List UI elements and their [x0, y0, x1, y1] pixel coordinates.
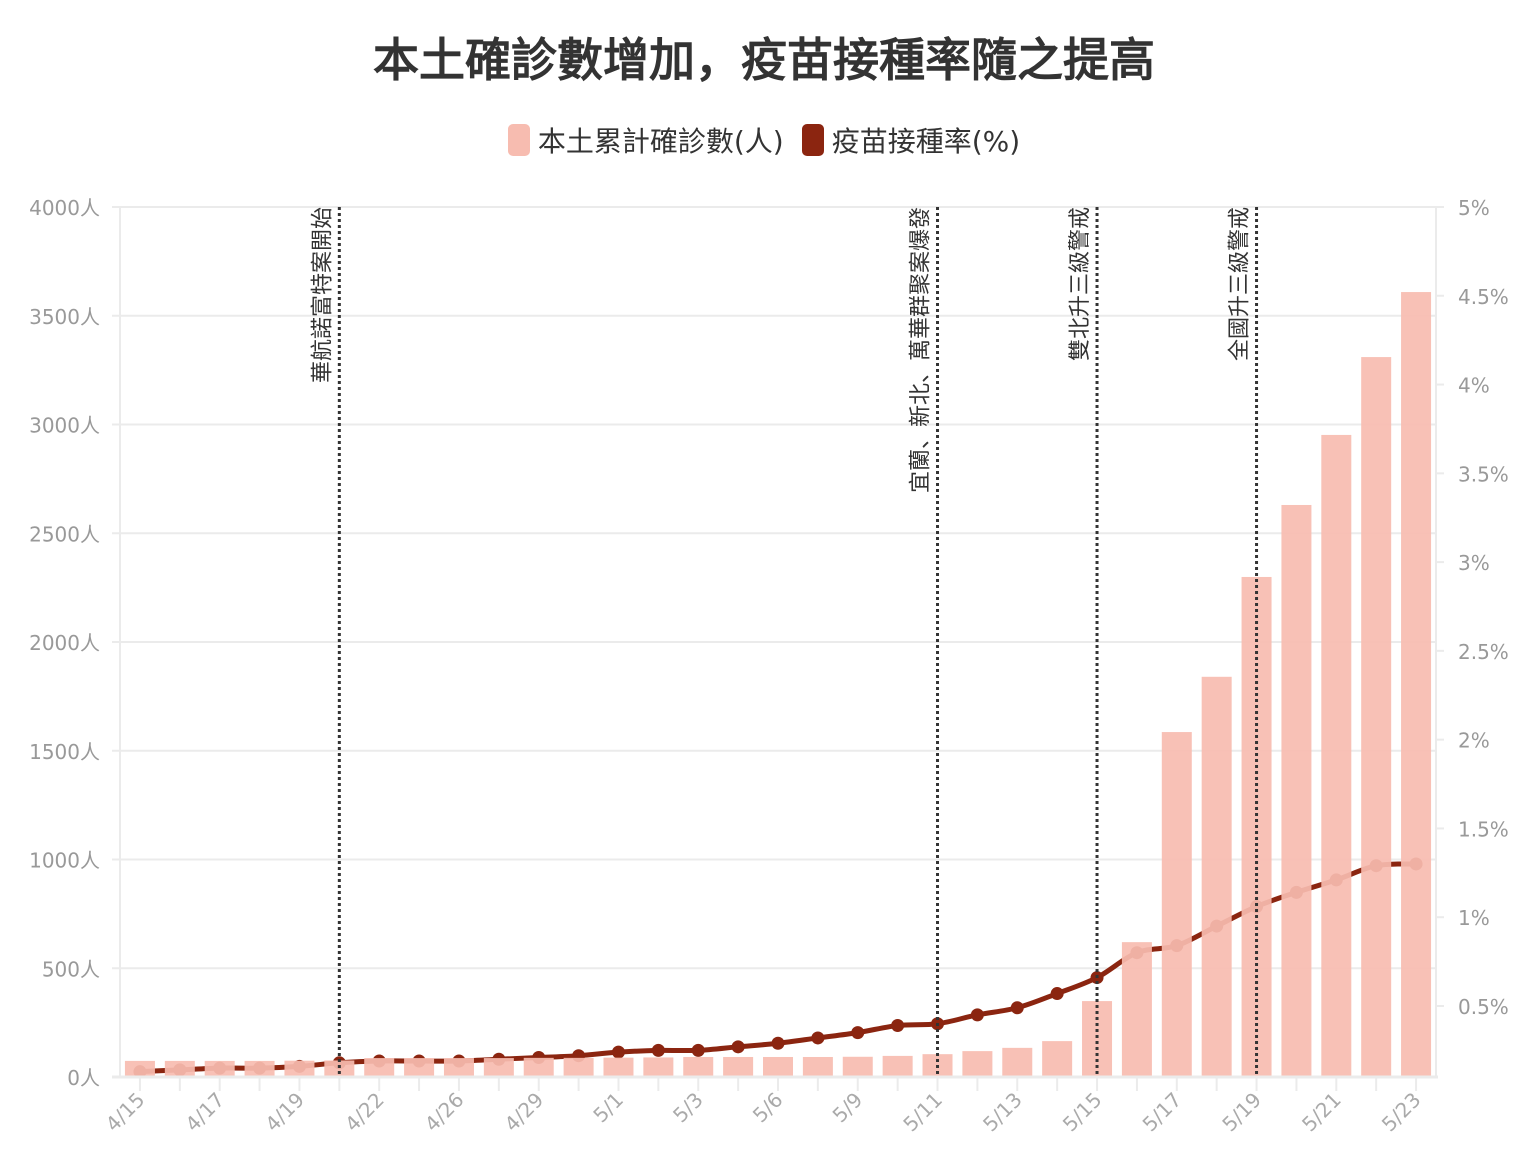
right-tick-label: 0.5% [1458, 995, 1509, 1019]
legend: 本土累計確診數(人) 疫苗接種率(%) [0, 120, 1528, 160]
x-tick-label: 5/21 [1297, 1088, 1346, 1137]
right-tick-label: 1% [1458, 906, 1490, 930]
annotation-label: 全國升三級警戒 [1228, 207, 1253, 361]
case-bar [1401, 292, 1432, 1078]
annotation-label: 雙北升三級警戒 [1068, 207, 1093, 361]
vaccination-point [611, 1045, 625, 1059]
vaccination-point [651, 1043, 665, 1057]
case-bar [802, 1056, 833, 1077]
case-bar [244, 1060, 275, 1077]
left-tick-label: 2500人 [29, 522, 100, 546]
x-tick-label: 4/17 [180, 1088, 229, 1137]
case-bar [962, 1051, 993, 1077]
x-tick-label: 5/15 [1058, 1088, 1107, 1137]
right-tick-label: 3% [1458, 551, 1490, 575]
vaccination-point [691, 1043, 705, 1057]
vaccination-point [1050, 987, 1064, 1001]
case-bar [124, 1060, 155, 1077]
case-bar [324, 1060, 355, 1077]
case-bar [842, 1056, 873, 1077]
vaccination-point [771, 1036, 785, 1050]
left-tick-label: 3000人 [29, 414, 100, 438]
case-bar [364, 1058, 395, 1077]
legend-item-cases[interactable]: 本土累計確診數(人) [507, 120, 784, 160]
case-bar [603, 1057, 634, 1077]
x-tick-label: 5/9 [828, 1088, 868, 1128]
case-bar [1321, 434, 1352, 1077]
case-bar [1042, 1041, 1073, 1077]
legend-label-vaccination: 疫苗接種率(%) [831, 125, 1021, 158]
vaccination-point [891, 1019, 905, 1033]
legend-item-vaccination[interactable]: 疫苗接種率(%) [801, 120, 1021, 160]
right-tick-label: 4.5% [1458, 285, 1509, 309]
case-bar [683, 1056, 714, 1077]
vaccination-point [970, 1008, 984, 1022]
x-tick-label: 5/6 [748, 1088, 788, 1128]
right-tick-label: 4% [1458, 374, 1490, 398]
case-bar [1281, 504, 1312, 1078]
x-tick-label: 4/26 [420, 1088, 469, 1137]
case-bar [284, 1060, 315, 1077]
right-tick-label: 2% [1458, 729, 1490, 753]
x-tick-label: 4/22 [340, 1088, 389, 1137]
annotation-label: 宜蘭、新北、萬華群聚案爆發 [909, 207, 934, 493]
case-bar [1121, 942, 1152, 1077]
case-bar [563, 1057, 594, 1077]
left-tick-label: 3500人 [29, 305, 100, 329]
right-tick-label: 1.5% [1458, 817, 1509, 841]
vaccination-point [811, 1031, 825, 1045]
case-bar [1002, 1047, 1033, 1077]
chart-title: 本土確診數增加，疫苗接種率隨之提高 [373, 33, 1155, 87]
case-bar [1361, 357, 1392, 1077]
x-tick-label: 4/19 [260, 1088, 309, 1137]
case-bar [882, 1055, 913, 1077]
legend-swatch-cases [507, 124, 530, 156]
legend-label-cases: 本土累計確診數(人) [537, 125, 784, 158]
case-bar [1201, 676, 1232, 1077]
right-tick-label: 2.5% [1458, 640, 1509, 664]
vaccination-point [851, 1026, 865, 1040]
x-tick-label: 5/19 [1217, 1088, 1266, 1137]
left-tick-label: 0人 [67, 1066, 100, 1090]
case-bar [723, 1056, 754, 1077]
x-tick-label: 4/29 [500, 1088, 549, 1137]
left-tick-label: 500人 [42, 957, 100, 981]
x-tick-label: 5/3 [668, 1088, 708, 1128]
case-bar [643, 1057, 674, 1077]
case-bar [763, 1056, 793, 1077]
x-tick-label: 5/11 [898, 1088, 947, 1137]
x-tick-label: 4/15 [101, 1088, 150, 1137]
case-bar [404, 1058, 435, 1077]
left-tick-label: 1000人 [29, 849, 100, 873]
annotation-label: 華航諾富特案開始 [310, 207, 335, 383]
right-tick-label: 3.5% [1458, 462, 1509, 486]
case-bar [523, 1057, 554, 1077]
x-tick-label: 5/1 [588, 1088, 628, 1128]
left-tick-label: 2000人 [29, 631, 100, 655]
right-tick-label: 5% [1458, 196, 1490, 220]
case-bar [483, 1058, 514, 1077]
left-tick-label: 4000人 [29, 196, 100, 220]
left-tick-label: 1500人 [29, 740, 100, 764]
x-tick-label: 5/17 [1138, 1088, 1187, 1137]
case-bar [1161, 732, 1192, 1077]
vaccination-point [1010, 1001, 1024, 1015]
case-bar [164, 1060, 195, 1077]
x-tick-label: 5/23 [1377, 1088, 1426, 1137]
legend-swatch-vaccination [801, 124, 824, 156]
x-tick-label: 5/13 [978, 1088, 1027, 1137]
case-bar [443, 1058, 474, 1077]
vaccination-point [731, 1040, 745, 1054]
case-bar [204, 1060, 235, 1077]
